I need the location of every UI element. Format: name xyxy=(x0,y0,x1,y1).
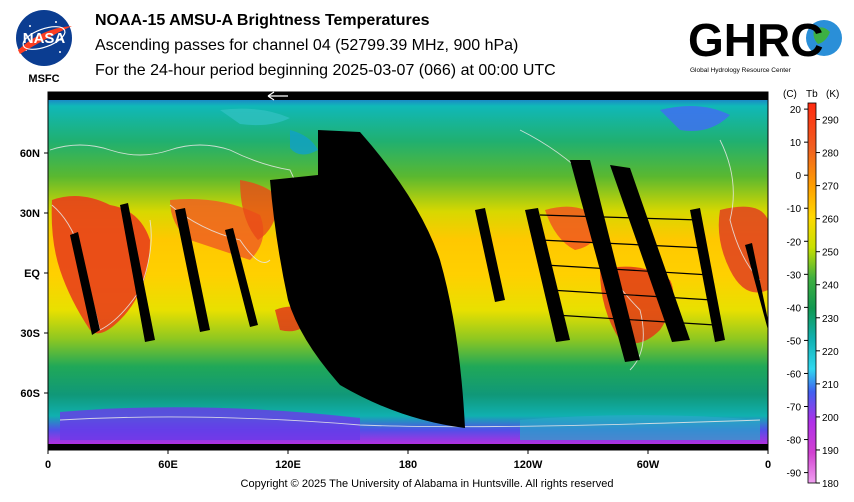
latitude-axis: 60N 30N EQ 30S 60S xyxy=(20,148,48,400)
colorbar-header-tb: Tb xyxy=(806,89,818,100)
lat-label: 30S xyxy=(20,328,40,340)
data-gaps xyxy=(48,92,768,450)
kelvin-label: 230 xyxy=(822,314,839,325)
longitude-axis: 0 60E 120E 180 120W 60W 0 xyxy=(45,450,771,471)
lat-label: 60N xyxy=(20,148,40,160)
kelvin-label: 180 xyxy=(822,479,839,490)
kelvin-label: 190 xyxy=(822,446,839,457)
colorbar: (C) Tb (K) 290 280 270 260 250 240 230 220 210 20… xyxy=(783,89,839,490)
lon-label: 120W xyxy=(514,459,543,471)
copyright-notice: Copyright © 2025 The University of Alaba… xyxy=(240,478,614,490)
celsius-label: -30 xyxy=(787,270,802,281)
colorbar-header-celsius: (C) xyxy=(783,89,797,100)
scan-lines xyxy=(539,214,716,326)
celsius-label: 10 xyxy=(790,138,802,149)
lon-label: 0 xyxy=(45,459,51,471)
celsius-label: -40 xyxy=(787,303,802,314)
celsius-label: 20 xyxy=(790,105,802,116)
chart-period: For the 24-hour period beginning 2025-03… xyxy=(95,62,556,79)
nasa-logo: NASA MSFC xyxy=(16,10,72,85)
svg-text:NASA: NASA xyxy=(23,30,66,47)
lon-label: 0 xyxy=(765,459,771,471)
colorbar-header-kelvin: (K) xyxy=(826,89,839,100)
celsius-label: -80 xyxy=(787,436,802,447)
celsius-label: -70 xyxy=(787,403,802,414)
lat-label: 30N xyxy=(20,208,40,220)
celsius-label: -50 xyxy=(787,336,802,347)
lon-label: 180 xyxy=(399,459,417,471)
celsius-label: 0 xyxy=(795,171,801,182)
brightness-temperature-map: 60N 30N EQ 30S 60S 0 60E 120E 180 120W 60W 0 xyxy=(20,91,771,471)
kelvin-label: 240 xyxy=(822,281,839,292)
svg-text:GHRC: GHRC xyxy=(688,14,823,66)
lon-label: 120E xyxy=(275,459,301,471)
kelvin-label: 200 xyxy=(822,413,839,424)
colorbar-gradient xyxy=(807,102,817,484)
celsius-label: -20 xyxy=(787,237,802,248)
svg-text:MSFC: MSFC xyxy=(28,73,59,85)
lon-label: 60E xyxy=(158,459,178,471)
chart-title: NOAA-15 AMSU-A Brightness Temperatures xyxy=(95,12,430,29)
kelvin-label: 290 xyxy=(822,116,839,127)
chart-subtitle: Ascending passes for channel 04 (52799.3… xyxy=(95,37,519,54)
kelvin-label: 250 xyxy=(822,248,839,259)
lat-label: 60S xyxy=(20,388,40,400)
ghrc-logo: GHRC Global Hydrology Resource Center xyxy=(688,14,842,74)
svg-text:Global Hydrology Resource Cent: Global Hydrology Resource Center xyxy=(690,67,792,74)
celsius-label: -90 xyxy=(787,469,802,480)
kelvin-label: 210 xyxy=(822,380,839,391)
kelvin-label: 260 xyxy=(822,215,839,226)
kelvin-label: 280 xyxy=(822,149,839,160)
celsius-label: -10 xyxy=(787,204,802,215)
lat-label: EQ xyxy=(24,268,40,280)
lon-label: 60W xyxy=(637,459,660,471)
kelvin-label: 220 xyxy=(822,347,839,358)
celsius-label: -60 xyxy=(787,369,802,380)
kelvin-label: 270 xyxy=(822,182,839,193)
orbit-direction-icon xyxy=(267,91,288,101)
